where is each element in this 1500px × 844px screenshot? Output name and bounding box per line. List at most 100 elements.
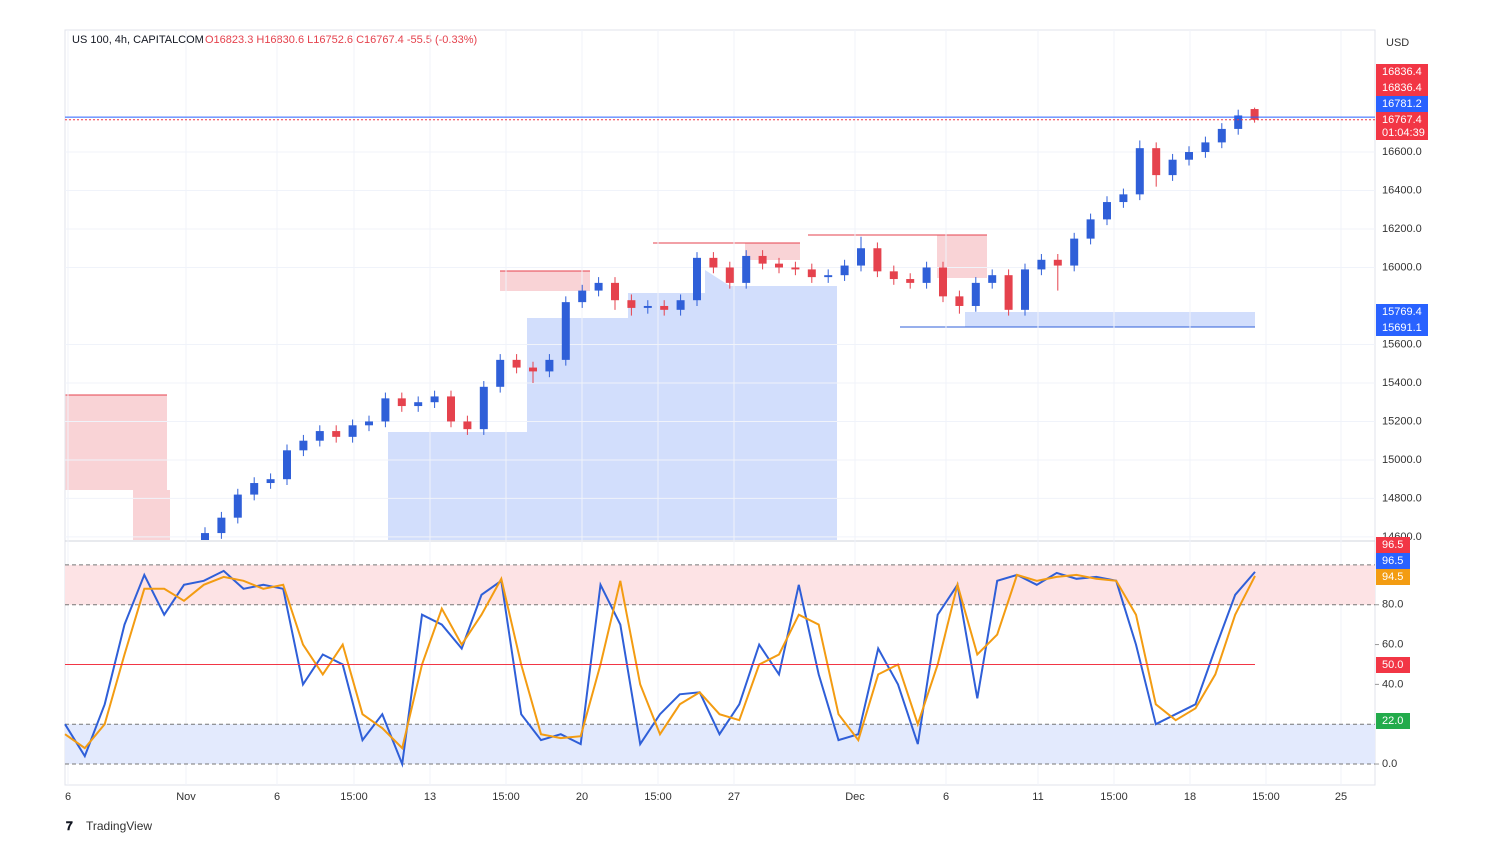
value-label: 96.5 [1382, 539, 1403, 551]
value-label: 50.0 [1382, 659, 1403, 671]
candle-body [414, 402, 423, 407]
candle-body [1053, 259, 1062, 266]
stoch-line [64, 569, 1256, 768]
candle-body [758, 255, 767, 264]
candle-body [397, 398, 406, 407]
currency: USD [1386, 37, 1409, 49]
y-tick-label: 14800.0 [1382, 492, 1422, 504]
candle-body [1250, 109, 1259, 120]
supply-zone [65, 395, 167, 490]
value-label-box [1376, 569, 1410, 585]
y-tick-label: 15200.0 [1382, 415, 1422, 427]
value-label: 94.5 [1382, 571, 1403, 583]
candle-body [479, 386, 488, 430]
ohlc: O16823.3 H16830.6 L16752.6 C16767.4 -55.… [205, 34, 477, 46]
y-tick-label: 15000.0 [1382, 454, 1422, 466]
y-tick-label: 60.0 [1382, 638, 1403, 650]
demand-zone [388, 270, 837, 540]
x-tick-label: 18 [1184, 791, 1196, 803]
x-tick-label: Nov [176, 791, 196, 803]
y-tick-label: 40.0 [1382, 678, 1403, 690]
candle-body [857, 248, 865, 266]
candle-body [381, 398, 390, 422]
y-tick-label: 0.0 [1382, 758, 1397, 770]
frame [64, 29, 1376, 786]
x-tick-label: 15:00 [1100, 791, 1128, 803]
candle-body [283, 450, 291, 480]
supply-zone [745, 243, 800, 260]
y-tick-label: 16600.0 [1382, 146, 1422, 158]
candle-body [709, 257, 718, 268]
x-tick-label: 13 [424, 791, 436, 803]
candle-body [348, 425, 357, 437]
x-tick-label: 11 [1032, 791, 1043, 803]
price-label-box [1376, 80, 1428, 96]
candle-body [840, 265, 849, 276]
y-tick-label: 16400.0 [1382, 184, 1422, 196]
candle-body [775, 263, 783, 268]
candle-body [660, 305, 669, 310]
price-label: 16767.4 [1382, 114, 1422, 126]
candle-body [1021, 269, 1029, 310]
value-label-box [1376, 537, 1410, 553]
price-label: 15691.1 [1382, 322, 1422, 334]
candle-body [578, 290, 587, 303]
x-tick-label: 25 [1335, 791, 1347, 803]
candle-body [725, 267, 734, 283]
x-tick-label: 6 [65, 791, 71, 803]
price-label: 16836.4 [1382, 66, 1422, 78]
candle-body [315, 431, 324, 441]
y-tick-label: 15600.0 [1382, 338, 1422, 350]
price-label: 16781.2 [1382, 98, 1422, 110]
x-tick-label: 6 [943, 791, 949, 803]
candle-body [791, 267, 800, 270]
candle-body [1152, 148, 1161, 176]
candle-body [807, 269, 816, 278]
candles [201, 107, 1259, 540]
y-tick-label: 16200.0 [1382, 223, 1422, 235]
candle-body [1201, 142, 1210, 153]
candle-body [496, 359, 505, 387]
candle-body [742, 255, 751, 283]
candle-body [824, 275, 833, 278]
candle-body [627, 300, 636, 308]
y-tick-label: 80.0 [1382, 599, 1403, 611]
candle-body [939, 267, 947, 297]
candle-body [693, 257, 701, 301]
x-tick-label: 15:00 [644, 791, 672, 803]
x-tick-label: 27 [728, 791, 740, 803]
candle-body [906, 279, 915, 283]
candle-body [988, 275, 997, 283]
stoch-line [64, 573, 1256, 751]
price-label: 16836.4 [1382, 82, 1422, 94]
brand-logo: 𝟕 [66, 819, 73, 833]
price-label-box [1376, 96, 1428, 112]
candle-body [1103, 202, 1111, 220]
candle-body [1217, 128, 1226, 143]
candle-body [217, 517, 226, 534]
value-label-box [1376, 553, 1410, 569]
candle-body [873, 248, 882, 272]
candle-body [643, 305, 652, 308]
price-label-box [1376, 304, 1428, 320]
y-tick-label: 15400.0 [1382, 377, 1422, 389]
x-tick-label: 15:00 [1252, 791, 1280, 803]
zones [65, 234, 1255, 540]
candle-body [332, 431, 341, 437]
brand: TradingView [86, 819, 152, 833]
candle-body [1119, 194, 1128, 203]
candle-body [430, 396, 439, 403]
candle-body [233, 494, 242, 518]
symbol: US 100, 4h, CAPITALCOM [72, 34, 204, 46]
candle-body [529, 367, 537, 372]
candle-body [365, 421, 373, 426]
candle-body [463, 421, 472, 430]
x-tick-label: 20 [576, 791, 588, 803]
candle-body [1004, 275, 1013, 310]
candle-body [266, 479, 275, 484]
candle-body [611, 282, 619, 301]
candle-body [889, 271, 898, 280]
candle-body [1168, 159, 1177, 176]
supply-zone [133, 490, 170, 540]
